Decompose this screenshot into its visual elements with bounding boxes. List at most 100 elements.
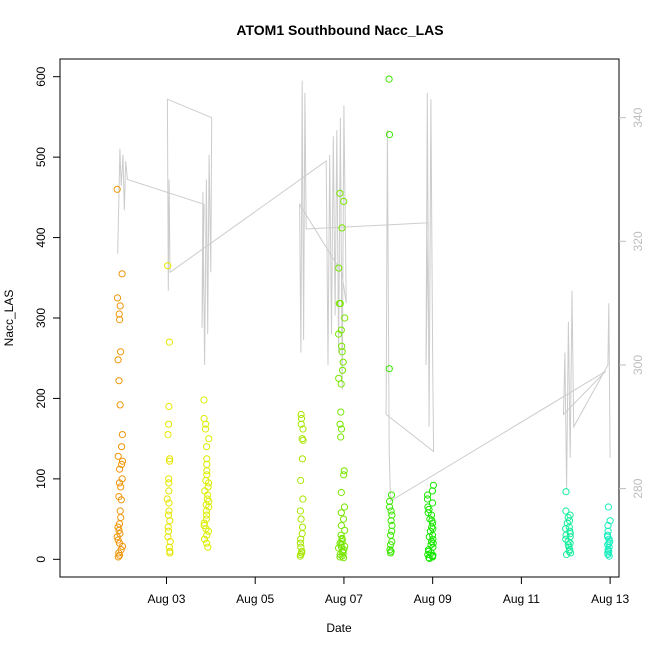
scatter-point xyxy=(165,475,173,483)
scatter-point xyxy=(118,457,127,465)
x-tick-label: Aug 07 xyxy=(325,592,363,606)
x-tick-label: Aug 05 xyxy=(236,592,274,606)
scatter-point xyxy=(114,452,122,460)
y-tick-label: 0 xyxy=(34,556,48,563)
scatter-point xyxy=(386,546,394,554)
scatter-point xyxy=(202,420,210,428)
scatter-point xyxy=(606,517,614,525)
scatter-point xyxy=(114,356,122,364)
scatter-point xyxy=(165,420,173,428)
scatter-point xyxy=(165,507,173,515)
scatter-point xyxy=(336,299,344,308)
scatter-point xyxy=(298,435,306,443)
scatter-point xyxy=(297,410,305,419)
scatter-point xyxy=(299,425,307,433)
scatter-point xyxy=(562,488,570,496)
scatter-point xyxy=(118,443,126,451)
scatter-point xyxy=(566,530,574,538)
scatter-point xyxy=(118,431,127,439)
scatter-point xyxy=(113,533,121,541)
scatter-point xyxy=(118,460,126,468)
scatter-point xyxy=(166,517,174,525)
scatter-point xyxy=(338,224,346,232)
scatter-point xyxy=(117,483,125,491)
scatter-point xyxy=(202,507,210,515)
y-tick-label: 600 xyxy=(34,66,48,86)
scatter-point xyxy=(337,433,345,441)
right-y-tick-label: 320 xyxy=(631,231,645,251)
scatter-point xyxy=(336,189,344,197)
scatter-point xyxy=(201,425,210,433)
scatter-point xyxy=(566,511,574,519)
scatter-point xyxy=(299,495,307,503)
scatter-point xyxy=(428,487,436,495)
scatter-point xyxy=(297,535,305,543)
scatter-point xyxy=(567,549,575,557)
scatter-point xyxy=(164,523,172,531)
scatter-point xyxy=(114,553,122,561)
scatter-point xyxy=(604,550,612,559)
scatter-point xyxy=(296,552,304,560)
scatter-point xyxy=(164,431,172,439)
scatter-point xyxy=(338,535,346,543)
scatter-point xyxy=(116,401,124,409)
scatter-point xyxy=(429,519,437,527)
scatter-point xyxy=(388,538,396,546)
scatter-point xyxy=(296,507,304,515)
scatter-point xyxy=(200,396,208,404)
scatter-point xyxy=(165,499,173,507)
right-y-tick-label: 340 xyxy=(631,107,645,127)
scatter-point xyxy=(116,316,124,324)
scatter-point xyxy=(341,314,349,322)
y-tick-label: 400 xyxy=(34,227,48,247)
scatter-point xyxy=(200,535,209,543)
y-tick-label: 500 xyxy=(34,147,48,167)
scatter-point xyxy=(562,550,571,559)
scatter-point xyxy=(118,270,126,278)
scatter-point xyxy=(562,507,570,515)
scatter-point xyxy=(113,294,122,302)
scatter-point xyxy=(337,509,345,517)
scatter-point xyxy=(386,503,394,511)
scatter-point xyxy=(428,499,437,507)
right-y-tick-label: 300 xyxy=(631,355,645,375)
scatter-point xyxy=(115,479,124,487)
scatter-point xyxy=(338,348,346,356)
scatter-point xyxy=(297,420,305,428)
y-axis-label: Nacc_LAS xyxy=(2,290,16,347)
scatter-point xyxy=(116,302,124,310)
scatter-point xyxy=(423,495,432,503)
scatter-point xyxy=(299,436,307,444)
scatter-point xyxy=(386,497,394,505)
x-axis-label: Date xyxy=(326,621,352,635)
scatter-point xyxy=(336,420,344,428)
scatter-point xyxy=(115,377,123,385)
scatter-point xyxy=(114,523,122,531)
x-tick-label: Aug 03 xyxy=(147,592,185,606)
scatter-point xyxy=(340,197,348,205)
scatter-point xyxy=(205,435,213,443)
scatter-point xyxy=(340,467,348,475)
scatter-point xyxy=(117,496,125,504)
scatter-point xyxy=(340,503,349,511)
scatter-point xyxy=(604,527,612,535)
scatter-point xyxy=(388,511,396,519)
scatter-point xyxy=(425,505,433,513)
y-tick-label: 100 xyxy=(34,469,48,489)
scatter-point xyxy=(564,538,572,546)
x-tick-label: Aug 11 xyxy=(503,592,540,606)
scatter-point xyxy=(385,365,393,373)
scatter-point xyxy=(339,358,347,366)
scatter-point xyxy=(605,547,613,555)
scatter-point xyxy=(203,467,211,475)
scatter-point xyxy=(337,408,345,416)
chart-title: ATOM1 Southbound Nacc_LAS xyxy=(236,22,443,38)
scatter-point xyxy=(388,527,396,535)
scatter-point xyxy=(296,539,304,547)
scatter-point xyxy=(165,402,173,411)
scatter-point xyxy=(205,503,213,511)
scatter-point xyxy=(337,380,345,388)
scatter-point xyxy=(165,487,173,495)
scatter-point xyxy=(335,264,343,272)
